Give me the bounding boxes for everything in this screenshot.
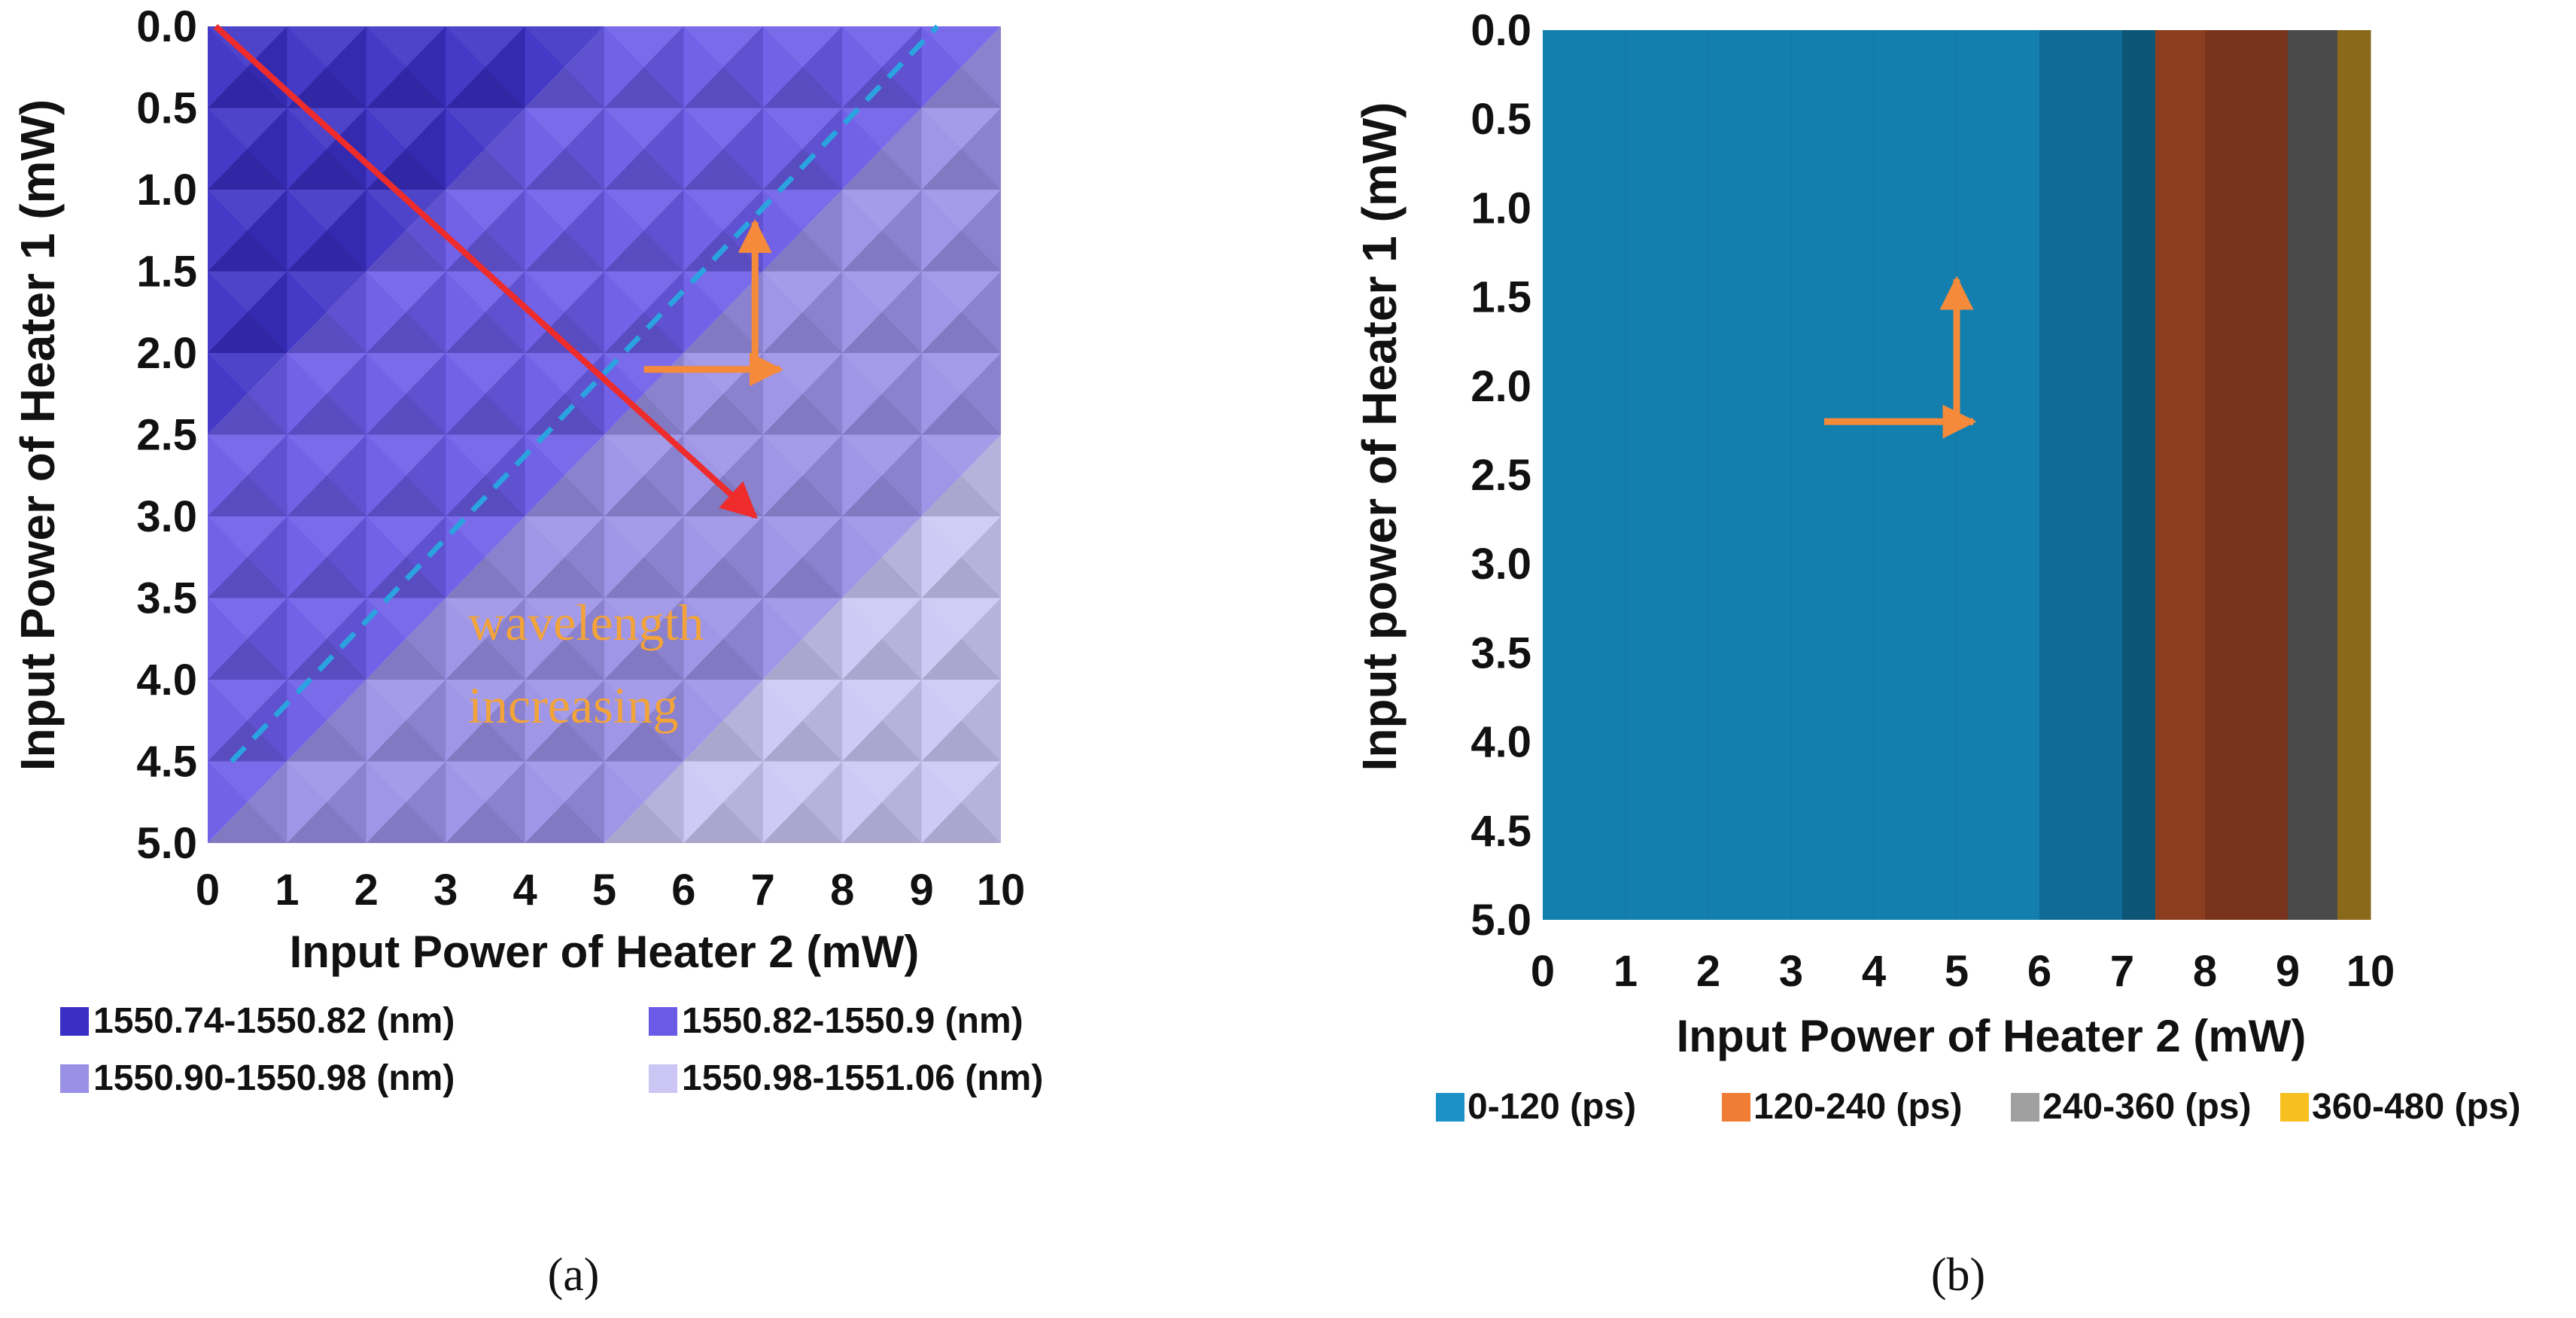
- x-tick-label: 5: [592, 866, 616, 915]
- y-tick-label: 3.5: [136, 574, 197, 623]
- x-tick-label: 9: [909, 866, 933, 915]
- y-tick-label: 4.0: [1470, 718, 1531, 767]
- y-tick-label: 5.0: [136, 819, 197, 868]
- y-tick-label: 1.5: [136, 248, 197, 297]
- x-tick-label: 4: [512, 866, 537, 915]
- legend-label: 1550.74-1550.82 (nm): [93, 1001, 455, 1041]
- x-tick-label: 6: [671, 866, 695, 915]
- x-tick-label: 6: [2027, 947, 2051, 996]
- y-tick-label: 0.0: [136, 2, 197, 51]
- y-tick-label: 1.0: [1470, 184, 1531, 233]
- y-tick-label: 3.0: [136, 492, 197, 541]
- x-tick-label: 3: [1779, 947, 1803, 996]
- y-tick-labels: 0.0 0.5 1.0 1.5 2.0 2.5 3.0 3.5 4.0 4.5 5.0: [1470, 6, 1531, 945]
- y-tick-label: 4.5: [1470, 807, 1531, 856]
- x-tick-labels: 0 1 2 3 4 5 6 7 8 9 10: [1531, 947, 2395, 996]
- legend-swatch: [649, 1007, 677, 1036]
- x-tick-label: 1: [275, 866, 299, 915]
- y-tick-label: 5.0: [1470, 896, 1531, 945]
- legend-swatch: [1722, 1093, 1750, 1122]
- legend-label: 1550.98-1551.06 (nm): [682, 1058, 1043, 1098]
- y-tick-label: 2.0: [136, 329, 197, 378]
- panel-label-b: (b): [1931, 1250, 1985, 1301]
- y-tick-label: 2.0: [1470, 362, 1531, 411]
- x-tick-label: 7: [751, 866, 775, 915]
- x-tick-label: 10: [977, 866, 1026, 915]
- x-tick-label: 9: [2276, 947, 2300, 996]
- dashed-contour-line: [230, 24, 940, 763]
- legend-label: 360-480 (ps): [2312, 1087, 2520, 1127]
- y-tick-label: 1.5: [1470, 273, 1531, 322]
- y-tick-label: 4.0: [136, 656, 197, 705]
- legend-swatch: [60, 1007, 89, 1036]
- y-tick-label: 0.5: [136, 84, 197, 133]
- y-tick-label: 0.5: [1470, 95, 1531, 144]
- y-tick-label: 2.5: [1470, 451, 1531, 500]
- x-tick-label: 2: [1696, 947, 1720, 996]
- panel-label-a: (a): [548, 1250, 600, 1301]
- annotation-line1: wavelength: [468, 594, 704, 651]
- legend-label: 1550.82-1550.9 (nm): [682, 1001, 1023, 1041]
- legend-label: 120-240 (ps): [1753, 1087, 1962, 1127]
- legend-swatch: [60, 1064, 89, 1093]
- pyramid-shading: [208, 26, 1001, 843]
- x-tick-label: 8: [830, 866, 854, 915]
- x-tick-label: 4: [1862, 947, 1886, 996]
- y-tick-label: 4.5: [136, 738, 197, 787]
- delay-band-1: [2039, 30, 2123, 920]
- delay-band-2: [2122, 30, 2156, 920]
- panel-a: 0.0 0.5 1.0 1.5 2.0 2.5 3.0 3.5 4.0 4.5 5.0 0 1 2 3 4 5…: [11, 2, 1043, 1301]
- red-diagonal-arrow: [213, 24, 758, 519]
- annotation-arrows: [1824, 275, 1977, 439]
- y-tick-label: 0.0: [1470, 6, 1531, 55]
- y-tick-label: 1.0: [136, 166, 197, 215]
- y-tick-label: 3.5: [1470, 629, 1531, 677]
- y-tick-labels: 0.0 0.5 1.0 1.5 2.0 2.5 3.0 3.5 4.0 4.5 5.0: [136, 2, 197, 868]
- y-tick-label: 3.0: [1470, 540, 1531, 589]
- delay-band-6: [2337, 30, 2371, 920]
- delay-bands: [1543, 30, 2371, 920]
- x-tick-label: 8: [2193, 947, 2217, 996]
- x-axis-label: Input Power of Heater 2 (mW): [290, 927, 920, 977]
- legend-swatch: [1436, 1093, 1464, 1122]
- legend: 0-120 (ps) 120-240 (ps) 240-360 (ps) 360-48…: [1436, 1087, 2520, 1127]
- legend-label: 1550.90-1550.98 (nm): [93, 1058, 455, 1098]
- y-tick-label: 2.5: [136, 411, 197, 460]
- panel-b: 0.0 0.5 1.0 1.5 2.0 2.5 3.0 3.5 4.0 4.5 5.0 0 1 2 3 4 5…: [1352, 6, 2520, 1301]
- x-tick-label: 3: [433, 866, 458, 915]
- x-axis-label: Input Power of Heater 2 (mW): [1677, 1011, 2307, 1061]
- delay-band-0: [1543, 30, 2040, 920]
- x-tick-label: 0: [196, 866, 220, 915]
- annotation-arrows: [213, 24, 940, 763]
- x-tick-label: 2: [354, 866, 379, 915]
- annotation-line2: increasing: [468, 677, 678, 734]
- legend-swatch: [2011, 1093, 2039, 1122]
- legend-label: 240-360 (ps): [2042, 1087, 2251, 1127]
- x-tick-label: 0: [1531, 947, 1555, 996]
- x-tick-label: 10: [2346, 947, 2395, 996]
- legend: 1550.74-1550.82 (nm) 1550.82-1550.9 (nm) 1…: [60, 1001, 1043, 1098]
- y-axis-label: Input power of Heater 1 (mW): [1352, 102, 1407, 772]
- x-tick-label: 7: [2110, 947, 2134, 996]
- delay-band-3: [2155, 30, 2206, 920]
- legend-swatch: [2280, 1093, 2309, 1122]
- x-tick-label: 1: [1613, 947, 1638, 996]
- delay-band-5: [2288, 30, 2338, 920]
- y-axis-label: Input Power of Heater 1 (mW): [11, 99, 65, 772]
- x-tick-labels: 0 1 2 3 4 5 6 7 8 9 10: [196, 866, 1025, 915]
- legend-swatch: [649, 1064, 677, 1093]
- x-tick-label: 5: [1945, 947, 1969, 996]
- delay-band-4: [2205, 30, 2289, 920]
- legend-label: 0-120 (ps): [1467, 1087, 1636, 1127]
